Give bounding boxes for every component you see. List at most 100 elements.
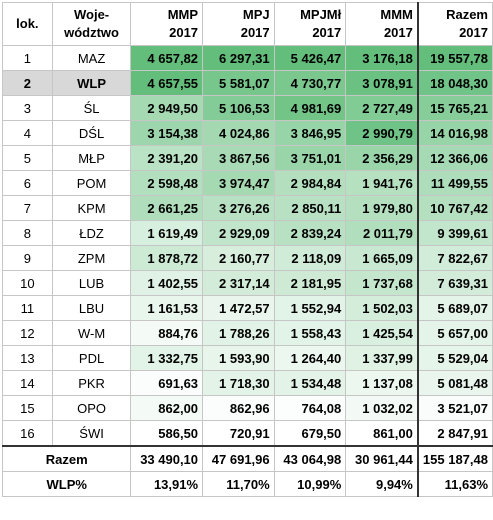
mmp-cell: 2 661,25	[130, 195, 204, 221]
table-row: 15 OPO 862,00 862,96 764,08 1 032,02 3 521,07	[2, 395, 493, 421]
voivodeship-cell: PDL	[51, 345, 132, 371]
voivodeship-cell: ZPM	[51, 245, 132, 271]
rank-cell: 13	[2, 345, 53, 371]
mmm-cell: 3 176,18	[345, 45, 419, 71]
rank-cell: 10	[2, 270, 53, 296]
mmm-cell: 1 502,03	[345, 295, 419, 321]
razem-cell: 7 639,31	[416, 270, 493, 296]
rank-cell: 16	[2, 420, 53, 447]
table-row: 6 POM 2 598,48 3 974,47 2 984,84 1 941,76 11 4…	[2, 170, 493, 196]
razem-cell: 10 767,42	[416, 195, 493, 221]
mpj-cell: 3 867,56	[202, 145, 275, 171]
voivodeship-cell: MŁP	[51, 145, 132, 171]
mpjml-cell: 1 552,94	[273, 295, 347, 321]
razem-cell: 5 689,07	[416, 295, 493, 321]
table-body: 1 MAZ 4 657,82 6 297,31 5 426,47 3 176,18 19 5…	[2, 45, 493, 447]
mmp-cell: 4 657,55	[130, 70, 204, 96]
voivodeship-cell: OPO	[51, 395, 132, 421]
mpj-cell: 6 297,31	[202, 45, 275, 71]
wlp-percent-label: WLP%	[1, 471, 132, 497]
mmp-cell: 691,63	[130, 370, 204, 396]
mmp-cell: 1 161,53	[130, 295, 204, 321]
voivodeship-cell: WLP	[51, 70, 132, 96]
mmp-cell: 884,76	[130, 320, 204, 346]
voivodeship-cell: W-M	[51, 320, 132, 346]
header-mmm-year: 2017	[383, 25, 413, 40]
mmm-cell: 1 425,54	[345, 320, 419, 346]
mpjml-cell: 2 984,84	[273, 170, 347, 196]
mpjml-cell: 1 264,40	[273, 345, 347, 371]
mpjml-cell: 2 118,09	[273, 245, 347, 271]
header-mpjml: MPJMł 2017	[273, 2, 347, 46]
voivodeship-cell: LUB	[51, 270, 132, 296]
header-razem-name: Razem	[446, 7, 488, 22]
mpj-cell: 3 276,26	[202, 195, 275, 221]
header-razem-year: 2017	[459, 25, 488, 40]
table-row: 5 MŁP 2 391,20 3 867,56 3 751,01 2 356,29 12 3…	[2, 145, 493, 171]
mmp-cell: 1 878,72	[130, 245, 204, 271]
wlp-percent-row: WLP% 13,91% 11,70% 10,99% 9,94% 11,63%	[1, 471, 493, 497]
mmp-cell: 2 598,48	[130, 170, 204, 196]
header-row: lok. Woje- wództwo MMP 2017 MPJ 2017 MPJ…	[2, 2, 493, 46]
header-mmp-year: 2017	[169, 25, 199, 40]
razem-cell: 5 657,00	[416, 320, 493, 346]
voivodeship-cell: PKR	[51, 370, 132, 396]
mpj-cell: 2 317,14	[202, 270, 275, 296]
voivodeship-cell: KPM	[51, 195, 132, 221]
razem-cell: 5 529,04	[416, 345, 493, 371]
table-row: 2 WLP 4 657,55 5 581,07 4 730,77 3 078,91 18 0…	[2, 70, 493, 96]
razem-cell: 14 016,98	[416, 120, 493, 146]
header-mmm-name: MMM	[380, 7, 413, 22]
summary-label: Razem	[1, 445, 132, 472]
voivodeship-cell: ŚL	[51, 95, 132, 121]
razem-cell: 19 557,78	[416, 45, 493, 71]
razem-cell: 5 081,48	[416, 370, 493, 396]
rank-cell: 5	[2, 145, 53, 171]
mpjml-cell: 1 534,48	[273, 370, 347, 396]
summary-row: Razem 33 490,10 47 691,96 43 064,98 30 9…	[1, 445, 493, 472]
mmm-cell: 1 337,99	[345, 345, 419, 371]
rank-cell: 2	[2, 70, 53, 96]
mpjml-cell: 3 846,95	[273, 120, 347, 146]
header-mpj-year: 2017	[240, 25, 270, 40]
table-row: 9 ZPM 1 878,72 2 160,77 2 118,09 1 665,09 7 82…	[2, 245, 493, 271]
mpj-cell: 2 929,09	[202, 220, 275, 246]
mpjml-cell: 4 981,69	[273, 95, 347, 121]
mpj-cell: 1 718,30	[202, 370, 275, 396]
mpj-cell: 1 593,90	[202, 345, 275, 371]
table-row: 4 DŚL 3 154,38 4 024,86 3 846,95 2 990,79 14 0…	[2, 120, 493, 146]
rank-cell: 8	[2, 220, 53, 246]
wlp-percent-mpjml: 10,99%	[273, 471, 347, 497]
razem-cell: 9 399,61	[416, 220, 493, 246]
table-row: 11 LBU 1 161,53 1 472,57 1 552,94 1 502,03 5 6…	[2, 295, 493, 321]
mmm-cell: 1 032,02	[345, 395, 419, 421]
wlp-percent-mmp: 13,91%	[130, 471, 204, 497]
summary-razem: 155 187,48	[416, 445, 493, 472]
razem-cell: 2 847,91	[416, 420, 493, 447]
header-mpj: MPJ 2017	[202, 2, 275, 46]
razem-cell: 11 499,55	[416, 170, 493, 196]
table-row: 3 ŚL 2 949,50 5 106,53 4 981,69 2 727,49 15 76…	[2, 95, 493, 121]
rank-cell: 15	[2, 395, 53, 421]
mmp-cell: 586,50	[130, 420, 204, 447]
razem-cell: 18 048,30	[416, 70, 493, 96]
mpj-cell: 720,91	[202, 420, 275, 447]
rank-cell: 1	[2, 45, 53, 71]
rank-cell: 14	[2, 370, 53, 396]
voivodeship-cell: ŁDZ	[51, 220, 132, 246]
mmm-cell: 2 727,49	[345, 95, 419, 121]
mpj-cell: 5 106,53	[202, 95, 275, 121]
voivodeship-cell: DŚL	[51, 120, 132, 146]
mmp-cell: 1 332,75	[130, 345, 204, 371]
mmp-cell: 2 949,50	[130, 95, 204, 121]
mpj-cell: 1 788,26	[202, 320, 275, 346]
voivodeship-cell: POM	[51, 170, 132, 196]
mmp-cell: 862,00	[130, 395, 204, 421]
header-mpjml-year: 2017	[312, 25, 342, 40]
mpjml-cell: 2 839,24	[273, 220, 347, 246]
mpjml-cell: 3 751,01	[273, 145, 347, 171]
razem-cell: 3 521,07	[416, 395, 493, 421]
mmp-cell: 4 657,82	[130, 45, 204, 71]
mpjml-cell: 2 181,95	[273, 270, 347, 296]
mpj-cell: 2 160,77	[202, 245, 275, 271]
